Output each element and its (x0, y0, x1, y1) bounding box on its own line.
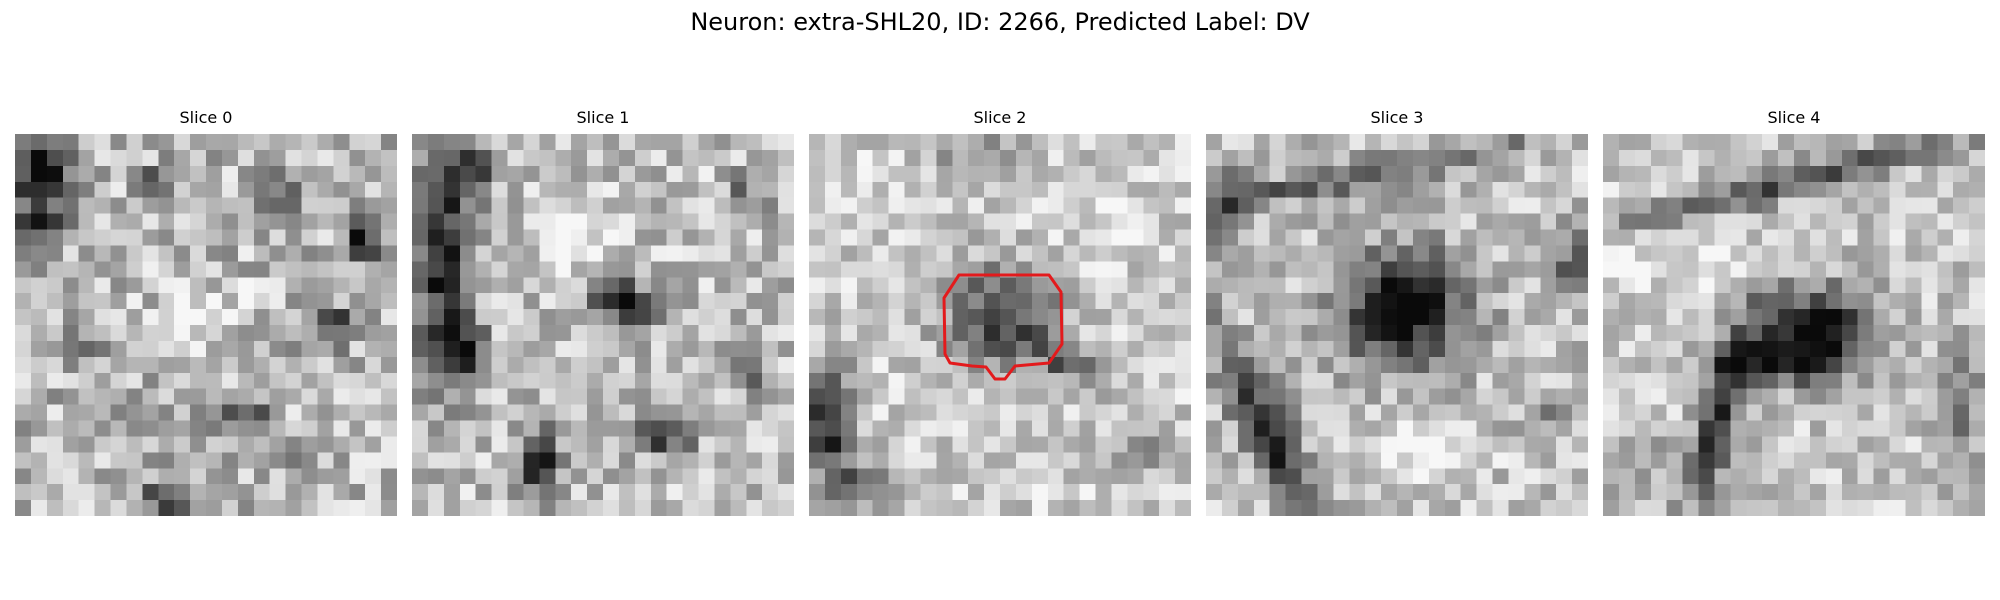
slice-panel-3: Slice 3 (1206, 107, 1588, 516)
figure-title: Neuron: extra-SHL20, ID: 2266, Predicted… (690, 8, 1310, 36)
slice-image (15, 134, 397, 516)
slice-title: Slice 2 (973, 108, 1027, 127)
slice-image (1206, 134, 1588, 516)
segmentation-contour (942, 273, 1064, 381)
slice-panel-0: Slice 0 (15, 107, 397, 516)
slice-panel-2: Slice 2 (809, 107, 1191, 516)
slice-panel-1: Slice 1 (412, 107, 794, 516)
slice-title: Slice 4 (1767, 108, 1821, 127)
slice-title: Slice 0 (179, 108, 233, 127)
slice-image (809, 134, 1191, 516)
slice-title: Slice 3 (1370, 108, 1424, 127)
slice-image (1603, 134, 1985, 516)
slice-image (412, 134, 794, 516)
slice-title: Slice 1 (576, 108, 630, 127)
slice-panel-4: Slice 4 (1603, 107, 1985, 516)
